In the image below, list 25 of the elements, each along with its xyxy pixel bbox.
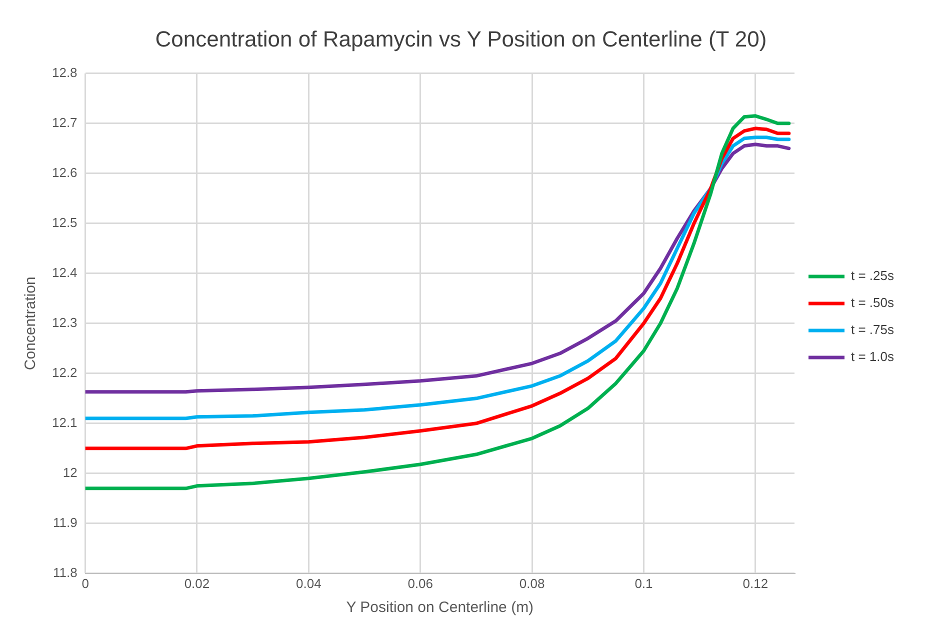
y-tick-label: 11.9 xyxy=(52,514,78,530)
y-tick-label: 12.5 xyxy=(52,214,78,230)
y-tick-label: 12.6 xyxy=(52,164,78,180)
x-tick-label: 0.12 xyxy=(742,576,768,591)
legend-label: t = .75s xyxy=(851,322,894,338)
y-tick-label: 11.8 xyxy=(52,564,78,580)
y-tick-label: 12.4 xyxy=(52,264,78,280)
y-tick-label: 12.7 xyxy=(52,114,78,130)
y-tick-label: 12.2 xyxy=(52,364,78,380)
y-tick-label: 12.1 xyxy=(52,414,78,430)
y-tick-label: 12.3 xyxy=(52,314,78,330)
legend-label: t = .50s xyxy=(851,295,894,310)
chart-title: Concentration of Rapamycin vs Y Position on Centerline (T 20) xyxy=(155,26,767,52)
x-tick-label: 0.08 xyxy=(519,576,545,591)
x-tick-label: 0.1 xyxy=(634,576,653,591)
x-tick-label: 0.06 xyxy=(408,576,434,591)
x-tick-label: 0.04 xyxy=(296,576,322,591)
y-tick-label: 12.8 xyxy=(52,64,78,80)
x-tick-label: 0.02 xyxy=(184,576,210,591)
y-tick-label: 12 xyxy=(62,464,78,480)
x-axis-title: Y Position on Centerline (m) xyxy=(346,599,534,616)
x-tick-label: 0 xyxy=(82,576,89,591)
legend-label: t = .25s xyxy=(851,268,894,284)
y-axis-title: Concentration xyxy=(22,276,40,370)
legend-label: t = 1.0s xyxy=(851,349,894,364)
